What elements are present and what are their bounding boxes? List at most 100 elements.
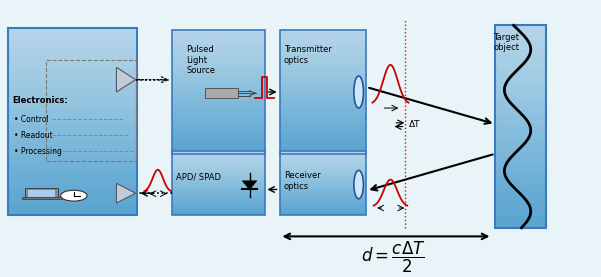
Bar [279,82,367,86]
Bar [8,39,138,43]
Bar [171,122,264,126]
Bar [279,95,367,98]
Bar [171,76,264,80]
Bar [171,138,264,141]
Bar [279,135,367,138]
Bar [171,199,264,201]
Bar [495,191,546,195]
Bar [279,168,367,171]
Bar [495,106,546,110]
Bar [495,215,546,220]
Bar [279,165,367,167]
Bar [279,55,367,58]
Bar [279,61,367,64]
Bar [279,183,367,185]
Bar [8,69,138,73]
Bar [279,160,367,163]
Bar [495,102,546,106]
Bar [279,147,367,151]
Bar [171,147,264,151]
Bar [495,219,546,224]
Text: ΔT: ΔT [409,120,420,129]
Bar [171,150,264,154]
Bar [279,52,367,55]
Bar [8,42,138,47]
Bar [279,138,367,141]
Bar [8,87,138,92]
Bar [279,76,367,80]
Bar [279,152,367,155]
Bar [8,121,138,125]
Bar [279,170,367,172]
Bar [495,33,546,37]
Bar [22,198,63,199]
Bar [495,175,546,179]
Bar [495,118,546,122]
Bar [495,171,546,175]
Bar [8,162,138,167]
Bar [171,30,264,154]
Bar [279,132,367,135]
Bar [279,179,367,182]
Bar [171,207,264,209]
Bar [495,150,546,155]
Bar [171,181,264,183]
Bar [171,55,264,58]
Bar [171,88,264,92]
Bar [495,73,546,78]
Bar [279,64,367,67]
Bar [171,132,264,135]
Bar [279,204,367,206]
Bar [171,183,264,185]
Bar [171,73,264,76]
Bar [8,140,138,144]
Bar [279,197,367,199]
Bar [279,167,367,169]
Text: Target
object: Target object [493,33,519,52]
Bar [279,42,367,46]
Bar [171,125,264,129]
Bar [171,210,264,212]
Bar [279,36,367,40]
Bar [171,209,264,211]
Bar [279,156,367,158]
Bar [495,166,546,171]
Bar [495,41,546,46]
Bar [171,119,264,123]
Bar [171,151,264,153]
Bar [171,30,264,34]
Bar [495,81,546,86]
Text: APD/ SPAD: APD/ SPAD [176,173,221,182]
Bar [171,110,264,114]
Bar [171,204,264,206]
Bar [171,184,264,186]
Bar [495,179,546,183]
Bar [171,193,264,194]
Bar [8,170,138,174]
Bar [171,64,264,67]
Polygon shape [117,67,136,92]
Bar [171,42,264,46]
Bar [8,151,138,155]
Bar [8,136,138,140]
Bar [279,122,367,126]
Bar [279,209,367,211]
Bar [279,173,367,175]
Bar [279,88,367,92]
Bar [279,188,367,190]
Bar [495,183,546,187]
Bar [171,141,264,145]
Bar [279,199,367,201]
Bar [279,186,367,188]
Bar [171,91,264,95]
Bar [8,102,138,107]
Bar [8,35,138,39]
Bar [171,82,264,86]
Bar [171,61,264,64]
Bar [8,57,138,61]
Bar [8,129,138,133]
Bar [279,30,367,34]
Bar [279,45,367,49]
Bar [8,99,138,103]
Bar [8,196,138,200]
